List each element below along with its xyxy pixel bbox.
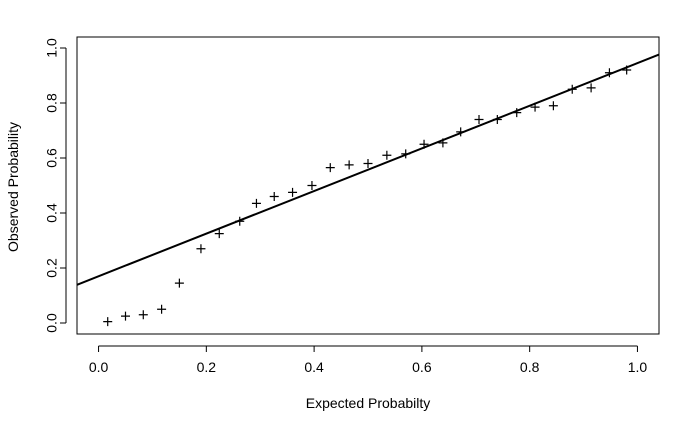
data-point xyxy=(157,304,167,314)
y-tick-label: 0.0 xyxy=(44,313,60,333)
x-tick-label: 1.0 xyxy=(628,359,648,375)
x-tick-label: 0.2 xyxy=(197,359,217,375)
data-point xyxy=(474,115,484,124)
data-point xyxy=(214,229,224,239)
y-tick-label: 0.8 xyxy=(44,93,60,113)
data-point xyxy=(548,101,558,111)
data-point xyxy=(586,83,596,93)
plot-area xyxy=(76,36,660,335)
y-axis-title: Observed Probability xyxy=(5,122,21,252)
y-tick-label: 0.6 xyxy=(44,148,60,168)
data-point xyxy=(325,163,335,173)
data-point xyxy=(138,310,148,320)
data-point xyxy=(363,159,373,168)
data-point xyxy=(307,181,317,190)
data-point xyxy=(251,198,261,208)
y-tick-label: 1.0 xyxy=(44,38,60,58)
fit-line xyxy=(77,53,659,286)
axes-layer: 0.0 0.2 0.4 0.6 0.8 1.0 0.0 0.2 0.4 0.6 0.8 1.0 xyxy=(44,38,648,375)
data-point xyxy=(344,160,354,170)
y-tick-label: 0.2 xyxy=(44,258,60,278)
data-point xyxy=(269,192,279,201)
data-point xyxy=(382,150,392,160)
data-point xyxy=(121,311,130,321)
data-point xyxy=(288,187,298,197)
data-point xyxy=(196,244,206,254)
fit-line-layer xyxy=(77,53,659,286)
data-point xyxy=(174,278,184,288)
data-point xyxy=(103,317,113,327)
x-tick-label: 0.8 xyxy=(520,359,540,375)
y-tick-label: 0.4 xyxy=(44,203,60,223)
x-tick-label: 0.6 xyxy=(412,359,432,375)
x-tick-label: 0.4 xyxy=(304,359,324,375)
plot-frame xyxy=(76,36,660,335)
x-tick-label: 0.0 xyxy=(89,359,109,375)
points-layer xyxy=(103,65,632,327)
x-axis-title: Expected Probabilty xyxy=(306,395,431,411)
